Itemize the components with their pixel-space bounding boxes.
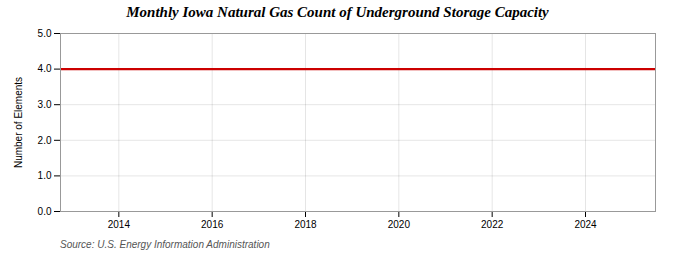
svg-text:5.0: 5.0: [38, 28, 52, 39]
svg-text:2018: 2018: [294, 219, 317, 230]
svg-text:1.0: 1.0: [38, 170, 52, 181]
svg-text:2022: 2022: [481, 219, 504, 230]
svg-text:0.0: 0.0: [38, 206, 52, 217]
svg-text:2020: 2020: [388, 219, 411, 230]
svg-text:Number of Elements: Number of Elements: [13, 77, 24, 168]
svg-text:4.0: 4.0: [38, 63, 52, 74]
svg-text:2.0: 2.0: [38, 135, 52, 146]
svg-text:2014: 2014: [108, 219, 131, 230]
svg-text:2016: 2016: [201, 219, 224, 230]
html-text:Source: U.S. Energy Informatio: Source: U.S. Energy Information Administ…: [60, 239, 270, 250]
html-text:Monthly Iowa Natural Gas Count: Monthly Iowa Natural Gas Count of Underg…: [126, 4, 549, 20]
svg-text:2024: 2024: [574, 219, 597, 230]
svg-text:3.0: 3.0: [38, 99, 52, 110]
